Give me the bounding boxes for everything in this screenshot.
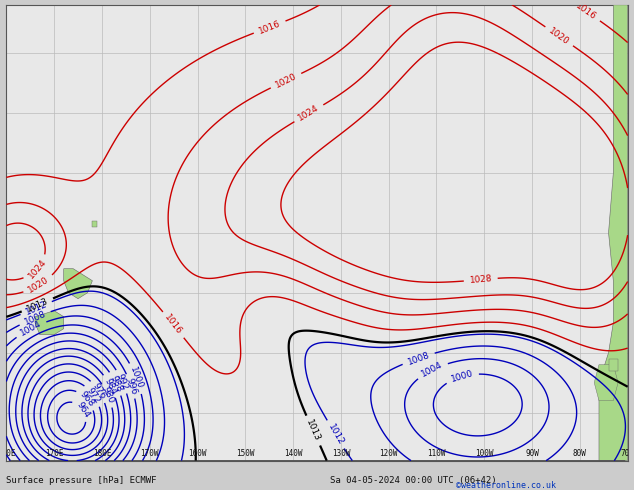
Polygon shape (594, 365, 618, 401)
Text: 120W: 120W (379, 449, 398, 458)
Text: 90W: 90W (525, 449, 539, 458)
Text: 170E: 170E (45, 449, 63, 458)
Text: 1004: 1004 (19, 319, 43, 338)
Polygon shape (609, 359, 618, 370)
Text: 1004: 1004 (420, 361, 444, 379)
Text: 988: 988 (108, 374, 124, 393)
Text: 1020: 1020 (274, 72, 298, 90)
Text: 1008: 1008 (406, 350, 431, 367)
Text: 150W: 150W (236, 449, 255, 458)
Text: 1016: 1016 (574, 1, 598, 22)
Text: 70W: 70W (621, 449, 634, 458)
Text: 1020: 1020 (27, 275, 51, 295)
Text: 972: 972 (85, 386, 102, 405)
Text: Sa 04-05-2024 00:00 UTC (06+42): Sa 04-05-2024 00:00 UTC (06+42) (330, 476, 496, 485)
Text: 110W: 110W (427, 449, 446, 458)
Text: 1028: 1028 (469, 274, 493, 285)
Text: 992: 992 (115, 372, 129, 391)
Text: ©weatheronline.co.uk: ©weatheronline.co.uk (456, 481, 557, 490)
Text: 1012: 1012 (24, 299, 49, 317)
Polygon shape (599, 5, 628, 461)
Text: 1000: 1000 (128, 366, 145, 391)
Text: 1024: 1024 (297, 103, 321, 123)
Text: 140W: 140W (284, 449, 302, 458)
Text: 1013: 1013 (25, 296, 50, 314)
Text: 1000: 1000 (450, 369, 474, 384)
Text: 1020: 1020 (547, 26, 571, 47)
Text: 1016: 1016 (257, 19, 282, 35)
Text: 80W: 80W (573, 449, 587, 458)
Text: 984: 984 (103, 376, 118, 396)
Text: 1013: 1013 (304, 418, 322, 443)
Text: 160E: 160E (0, 449, 16, 458)
Polygon shape (93, 221, 97, 227)
Text: Surface pressure [hPa] ECMWF: Surface pressure [hPa] ECMWF (6, 476, 157, 485)
Text: 160W: 160W (188, 449, 207, 458)
Text: 996: 996 (124, 377, 138, 396)
Text: 180E: 180E (93, 449, 111, 458)
Text: 1012: 1012 (326, 422, 345, 447)
Text: 100W: 100W (475, 449, 493, 458)
Text: 976: 976 (91, 382, 107, 401)
Polygon shape (63, 269, 93, 299)
Text: 968: 968 (78, 390, 96, 409)
Text: 130W: 130W (332, 449, 350, 458)
Text: 1024: 1024 (27, 257, 48, 280)
Text: 170W: 170W (141, 449, 159, 458)
Text: 980: 980 (101, 386, 115, 405)
Text: 1016: 1016 (163, 313, 184, 337)
Text: 1008: 1008 (23, 309, 48, 327)
Polygon shape (35, 311, 63, 335)
Text: 964: 964 (74, 400, 91, 419)
